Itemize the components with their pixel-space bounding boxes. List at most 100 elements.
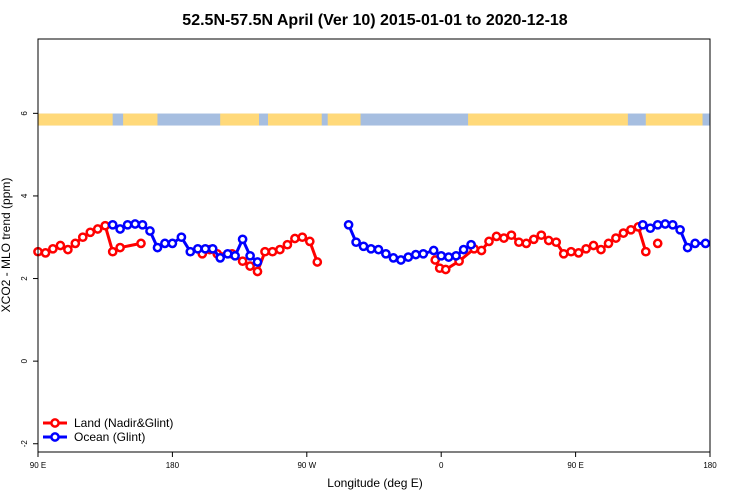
data-point [40,248,51,258]
data-point [690,238,700,249]
data-point [366,243,376,254]
data-point [611,233,621,243]
data-point [145,226,155,236]
land-band [267,113,322,126]
x-tick-label: 180 [703,461,717,470]
data-point [222,248,233,259]
x-axis-label: Longitude (deg E) [327,476,422,490]
land-band [468,113,628,126]
data-point [85,227,96,238]
data-point [252,266,263,277]
land-band [327,113,361,126]
chart-title: 52.5N-57.5N April (Ver 10) 2015-01-01 to… [182,12,568,29]
data-point [107,219,118,230]
data-point [63,244,73,255]
data-point [245,250,255,261]
data-point [77,232,88,243]
data-point [275,244,285,255]
data-point [581,243,591,254]
data-point [536,230,547,241]
data-point [573,248,584,258]
data-point [245,261,255,271]
data-point [207,243,218,254]
land-band [220,113,260,126]
data-point [396,255,406,265]
data-point [137,219,148,230]
data-point [458,244,469,255]
data-point [92,224,103,234]
data-point [192,243,203,254]
data-point [626,224,636,235]
legend-item-ocean: Ocean (Glint) [43,430,145,444]
data-point [176,232,187,243]
data-point [130,219,140,229]
data-point [107,246,118,257]
data-point [499,233,509,243]
data-point [558,248,569,259]
data-point [200,243,211,254]
data-point [267,246,278,257]
data-point [185,246,196,257]
data-point [381,248,391,259]
data-point [388,253,399,263]
data-point [351,237,361,248]
legend-label: Ocean (Glint) [74,430,145,444]
data-point [543,235,554,246]
data-point [652,219,663,230]
data-point [160,238,170,249]
data-point [451,250,461,261]
data-point [297,232,308,243]
land-band [38,113,113,126]
series-ocean [107,219,711,267]
x-tick-label: 180 [166,461,180,470]
data-point [70,238,81,249]
data-point [506,230,517,241]
data-point [440,264,451,275]
data-point [443,252,454,262]
y-tick-label: 0 [20,358,29,363]
data-point [410,249,421,260]
data-point [700,238,711,249]
x-tick-label: 90 E [567,461,583,470]
data-point [373,244,384,255]
data-point [603,238,614,249]
data-point [230,250,240,261]
y-axis: -2 0 2 4 6 [20,111,38,447]
x-tick-label: 90 E [30,461,46,470]
data-point [640,246,651,257]
series-land [33,220,663,277]
data-point [167,238,178,249]
data-point [237,256,248,267]
data-point [514,237,524,248]
series-layer [33,219,711,277]
x-axis: 90 E 180 90 W 0 90 E 180 [30,452,717,470]
data-point [660,219,671,229]
data-point [358,241,369,252]
data-point [100,220,111,231]
data-point [521,238,532,249]
legend: Land (Nadir&Glint)Ocean (Glint) [43,416,173,444]
data-point [115,242,125,253]
land-sea-strip [38,113,710,126]
land-band [645,113,703,126]
data-point [667,219,678,230]
data-point [682,242,693,253]
data-point [528,234,539,245]
data-point [652,238,663,249]
data-point [637,219,648,230]
data-point [260,246,270,257]
y-tick-label: 6 [20,111,29,116]
data-point [312,257,323,267]
data-point [290,233,300,244]
data-point [436,250,447,261]
data-point [282,239,293,250]
data-point [476,245,487,256]
data-point [428,245,439,256]
data-point [618,228,629,238]
legend-marker [50,418,60,428]
data-point [304,236,315,247]
data-point [588,240,599,251]
data-point [491,231,502,242]
data-point [418,248,429,259]
x-tick-label: 0 [439,461,444,470]
